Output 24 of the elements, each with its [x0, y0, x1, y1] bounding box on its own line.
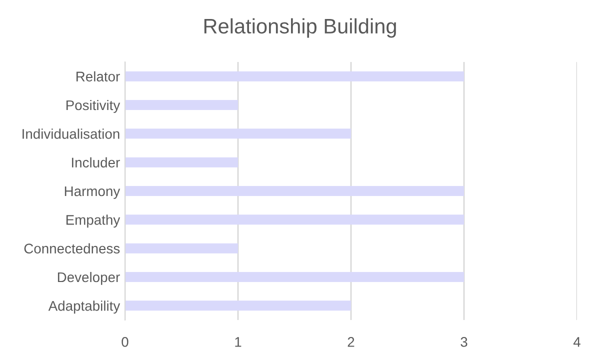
bar: [125, 100, 238, 110]
y-tick-label: Connectedness: [24, 243, 120, 254]
y-tick-label: Includer: [72, 157, 120, 168]
y-tick-label: Adaptability: [48, 300, 120, 314]
y-tick-label: Relator: [76, 71, 120, 82]
x-tick-label: 4: [573, 337, 580, 347]
bar: [125, 186, 464, 196]
bar: [125, 243, 238, 254]
y-tick-label: Empathy: [66, 214, 120, 228]
x-tick-label: 1: [235, 337, 242, 347]
y-tick-label: Positivity: [66, 100, 120, 113]
y-tick-label: Harmony: [64, 186, 120, 199]
bar: [125, 71, 464, 82]
bar: [125, 272, 464, 282]
bar: [125, 214, 464, 225]
y-tick-label: Individualisation: [22, 128, 120, 139]
y-tick-label: Developer: [58, 272, 120, 285]
bar: [125, 128, 351, 139]
chart-title: Relationship Building: [204, 18, 396, 38]
x-tick-label: 2: [348, 337, 354, 347]
x-tick-label: 0: [122, 337, 128, 347]
x-tick-label: 3: [460, 337, 468, 347]
bar: [125, 300, 351, 311]
bar: [125, 157, 238, 168]
